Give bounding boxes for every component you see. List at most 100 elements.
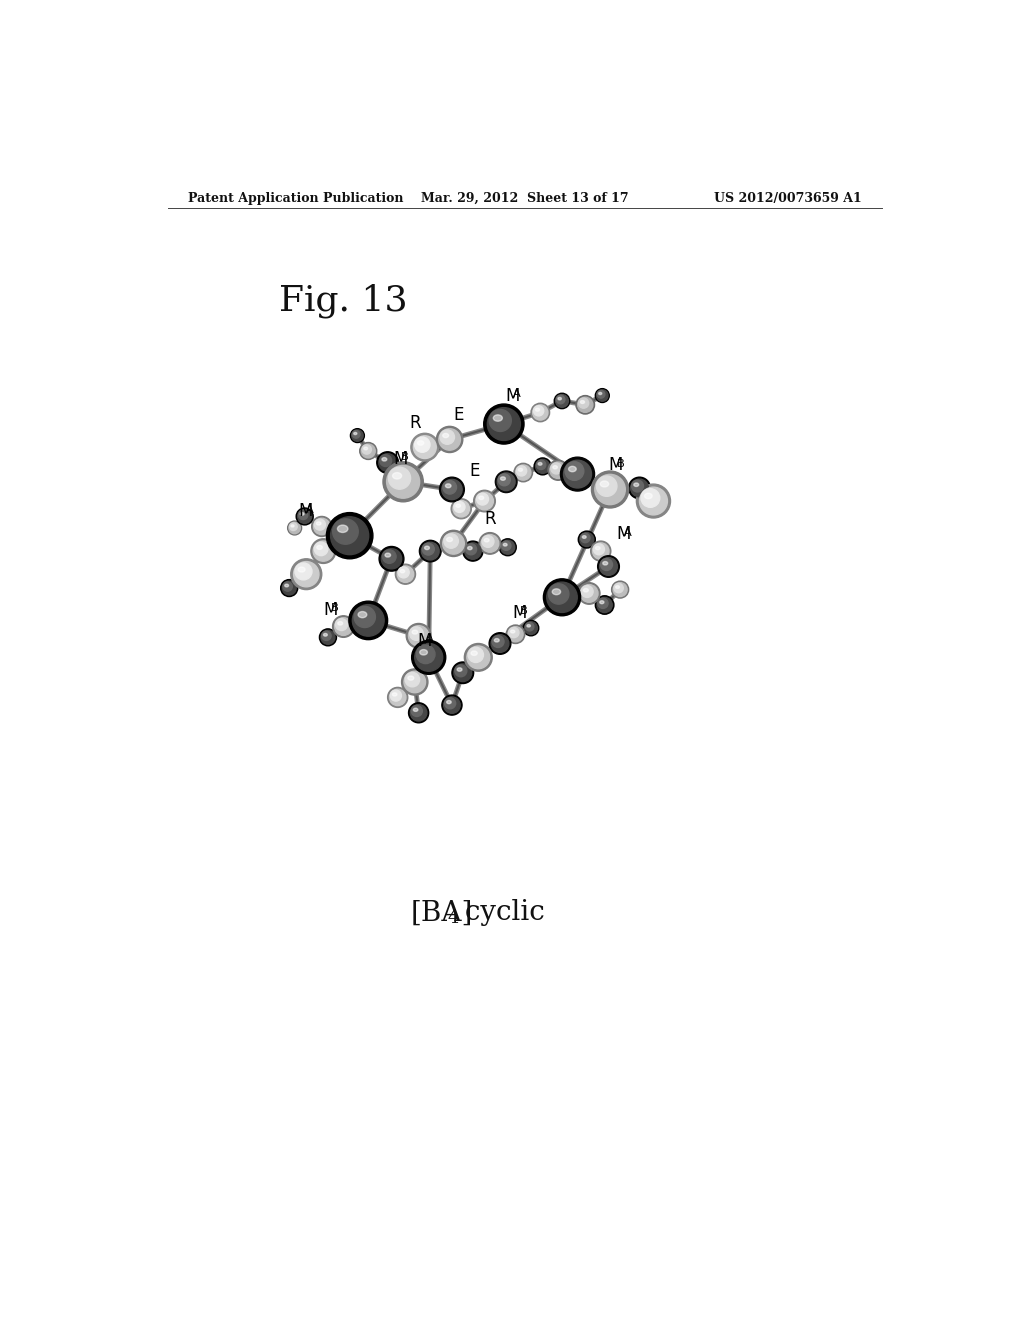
Circle shape xyxy=(595,595,614,614)
Ellipse shape xyxy=(364,447,368,450)
Circle shape xyxy=(482,536,494,548)
Text: [BA]: [BA] xyxy=(411,899,473,927)
Circle shape xyxy=(641,488,659,507)
Circle shape xyxy=(362,445,372,454)
Text: E: E xyxy=(469,462,479,480)
Circle shape xyxy=(498,473,515,491)
Circle shape xyxy=(465,543,481,560)
Circle shape xyxy=(382,550,396,564)
Circle shape xyxy=(291,558,322,590)
Circle shape xyxy=(381,549,401,569)
Circle shape xyxy=(479,533,501,554)
Circle shape xyxy=(416,645,435,664)
Circle shape xyxy=(411,433,438,461)
Ellipse shape xyxy=(644,494,652,499)
Circle shape xyxy=(492,635,509,652)
Circle shape xyxy=(390,690,401,701)
Ellipse shape xyxy=(518,469,522,471)
Circle shape xyxy=(475,492,494,510)
Text: A: A xyxy=(513,389,521,399)
Circle shape xyxy=(313,541,334,561)
Ellipse shape xyxy=(300,512,304,515)
Circle shape xyxy=(388,467,411,490)
Circle shape xyxy=(598,598,608,609)
Circle shape xyxy=(415,643,442,672)
Circle shape xyxy=(361,444,375,458)
Ellipse shape xyxy=(353,433,357,434)
Ellipse shape xyxy=(338,622,343,626)
Circle shape xyxy=(412,640,445,675)
Circle shape xyxy=(313,519,330,535)
Ellipse shape xyxy=(503,544,507,546)
Circle shape xyxy=(294,561,318,587)
Ellipse shape xyxy=(600,601,604,603)
Circle shape xyxy=(614,583,624,593)
Ellipse shape xyxy=(583,536,586,539)
Circle shape xyxy=(579,582,600,605)
Circle shape xyxy=(611,581,629,598)
Text: US 2012/0073659 A1: US 2012/0073659 A1 xyxy=(714,191,862,205)
Circle shape xyxy=(383,462,423,502)
Circle shape xyxy=(613,582,627,597)
Circle shape xyxy=(516,465,530,480)
Circle shape xyxy=(420,540,441,562)
Ellipse shape xyxy=(536,408,540,412)
Circle shape xyxy=(506,626,524,644)
Circle shape xyxy=(639,487,668,515)
Circle shape xyxy=(443,697,460,713)
Circle shape xyxy=(554,393,569,409)
Ellipse shape xyxy=(446,701,452,704)
Circle shape xyxy=(407,623,431,648)
Circle shape xyxy=(380,454,391,466)
Circle shape xyxy=(595,474,626,504)
Text: M: M xyxy=(608,457,623,474)
Circle shape xyxy=(452,663,474,684)
Circle shape xyxy=(636,484,671,517)
Text: M: M xyxy=(393,450,408,469)
Ellipse shape xyxy=(615,586,620,589)
Circle shape xyxy=(322,631,331,640)
Circle shape xyxy=(350,429,365,442)
Circle shape xyxy=(509,627,519,638)
Text: M: M xyxy=(512,605,526,622)
Ellipse shape xyxy=(285,585,289,587)
Circle shape xyxy=(401,669,428,696)
Circle shape xyxy=(582,586,593,598)
Circle shape xyxy=(631,479,648,496)
Circle shape xyxy=(597,389,608,401)
Circle shape xyxy=(331,516,369,554)
Circle shape xyxy=(440,430,455,445)
Circle shape xyxy=(296,508,313,525)
Ellipse shape xyxy=(471,651,477,656)
Ellipse shape xyxy=(584,589,589,591)
Ellipse shape xyxy=(568,466,577,471)
Ellipse shape xyxy=(468,546,472,549)
Text: A: A xyxy=(306,504,314,515)
Circle shape xyxy=(351,430,364,441)
Circle shape xyxy=(439,477,464,502)
Text: Fig. 13: Fig. 13 xyxy=(280,284,408,318)
Ellipse shape xyxy=(382,458,387,461)
Circle shape xyxy=(489,632,511,655)
Circle shape xyxy=(389,689,406,706)
Circle shape xyxy=(454,502,465,512)
Circle shape xyxy=(525,623,534,631)
Ellipse shape xyxy=(291,525,294,527)
Ellipse shape xyxy=(400,570,404,573)
Circle shape xyxy=(443,480,457,494)
Circle shape xyxy=(354,606,376,627)
Circle shape xyxy=(597,598,612,612)
Circle shape xyxy=(537,461,546,470)
Circle shape xyxy=(468,647,483,663)
Text: Mar. 29, 2012  Sheet 13 of 17: Mar. 29, 2012 Sheet 13 of 17 xyxy=(421,191,629,205)
Text: E: E xyxy=(454,407,464,424)
Circle shape xyxy=(581,533,590,543)
Circle shape xyxy=(327,512,373,558)
Ellipse shape xyxy=(581,400,585,404)
Ellipse shape xyxy=(418,441,424,445)
Ellipse shape xyxy=(392,473,401,479)
Ellipse shape xyxy=(539,462,542,465)
Circle shape xyxy=(395,564,416,585)
Circle shape xyxy=(349,601,388,640)
Circle shape xyxy=(536,459,550,474)
